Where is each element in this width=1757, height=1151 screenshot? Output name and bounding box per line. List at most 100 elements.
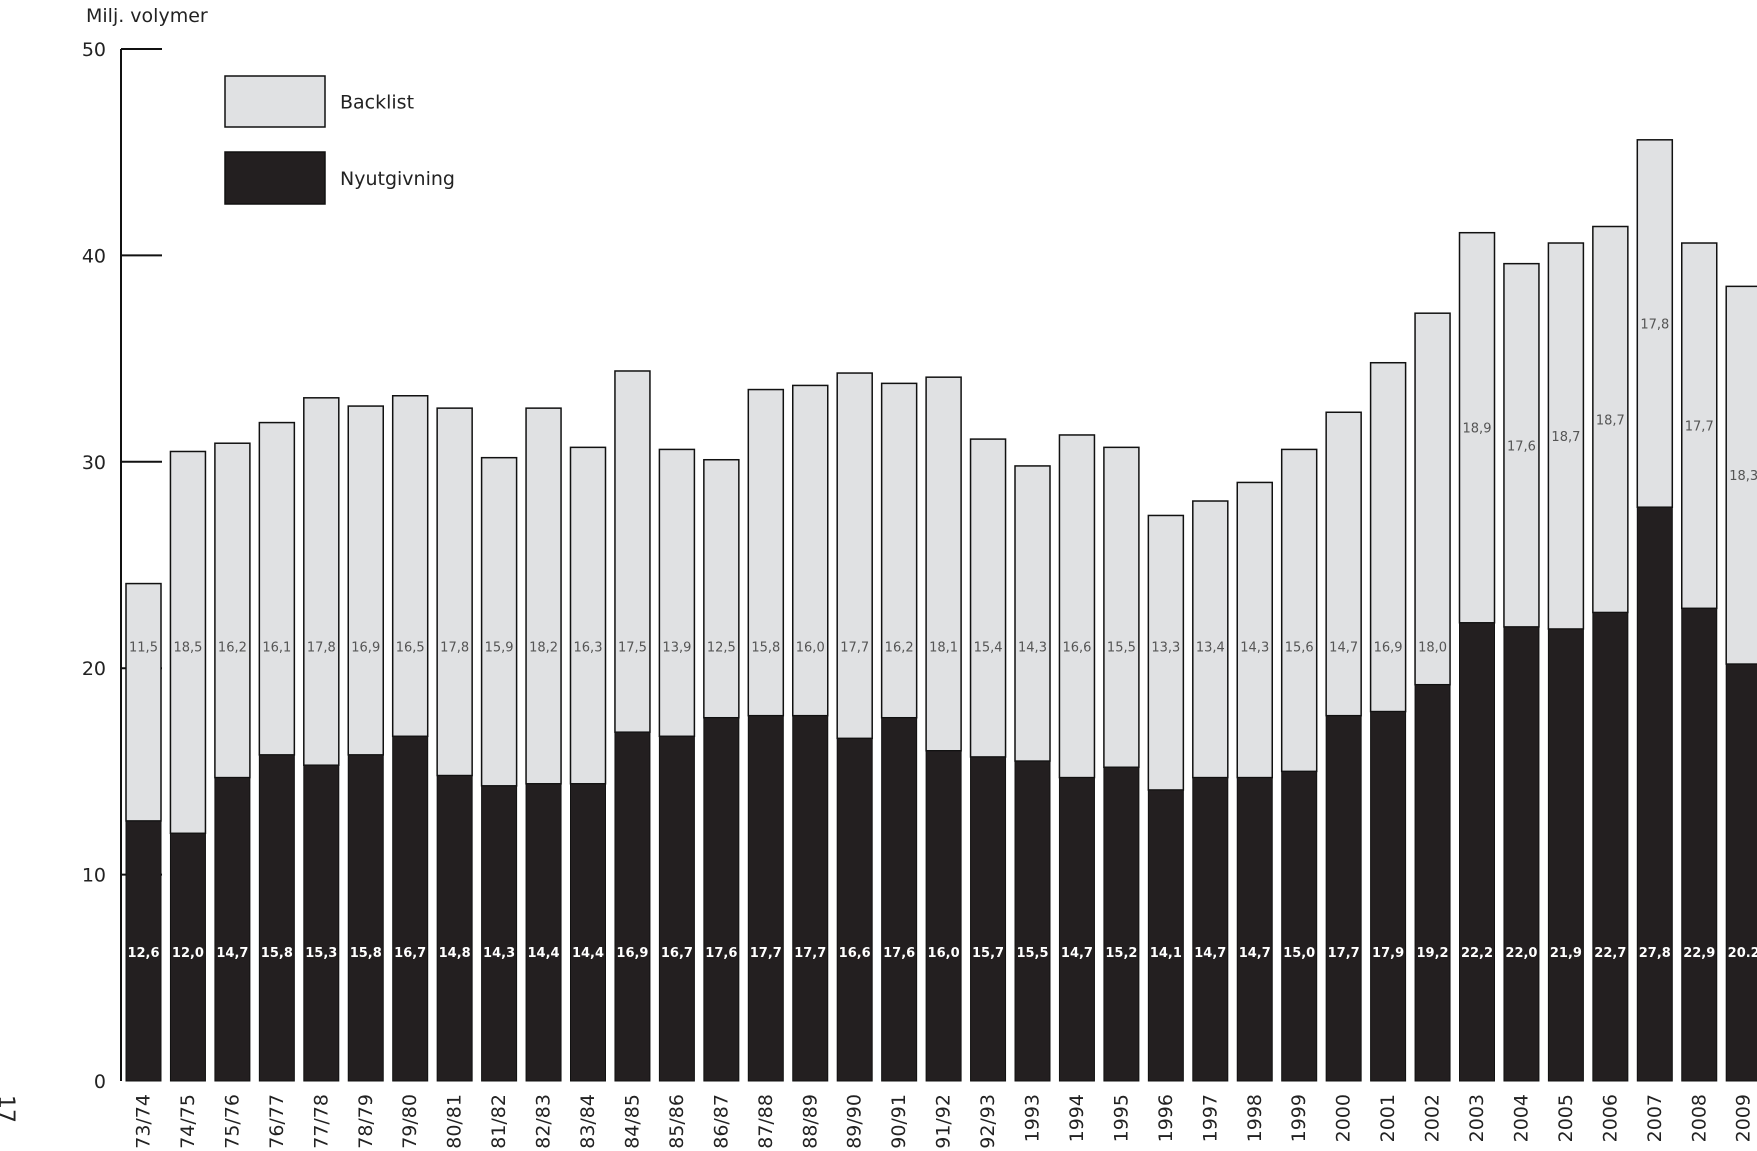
data-label-nyutgivning: 17,7 [794, 946, 826, 961]
data-label-backlist: 18,2 [529, 641, 558, 656]
legend-swatch-nyutgivning [224, 151, 326, 205]
bar-backlist [1725, 285, 1757, 665]
bar-backlist [480, 456, 518, 787]
data-label-nyutgivning: 17,9 [1372, 946, 1404, 961]
bar-backlist [1547, 242, 1585, 630]
data-label-backlist: 17,7 [1685, 420, 1714, 435]
data-label-backlist: 18,9 [1463, 422, 1492, 437]
bar-nyutgivning [347, 754, 384, 1082]
bar-nyutgivning [614, 731, 651, 1082]
bar-backlist [1236, 481, 1273, 779]
data-label-backlist: 13,9 [662, 641, 691, 656]
data-label-nyutgivning: 27,8 [1639, 946, 1671, 961]
data-label-nyutgivning: 19,2 [1417, 946, 1449, 961]
bar-nyutgivning [792, 715, 829, 1082]
bars [125, 139, 1757, 1082]
bar-backlist [880, 382, 918, 719]
data-label-backlist: 17,7 [840, 641, 869, 656]
x-tick-label: 2008 [1688, 1094, 1710, 1142]
data-label-backlist: 16,1 [262, 641, 291, 656]
data-label-backlist: 16,0 [796, 641, 825, 656]
data-label-backlist: 18,7 [1551, 430, 1580, 445]
bar-backlist [614, 370, 651, 733]
data-label-nyutgivning: 15,2 [1105, 946, 1137, 961]
data-label-nyutgivning: 16,9 [616, 946, 648, 961]
x-tick-label: 2000 [1333, 1094, 1355, 1142]
bar-nyutgivning [658, 735, 695, 1082]
data-label-nyutgivning: 15,8 [261, 946, 293, 961]
x-tick-label: 1998 [1244, 1094, 1266, 1142]
data-label-backlist: 13,4 [1196, 641, 1225, 656]
bar-nyutgivning [258, 754, 295, 1082]
bar-backlist [436, 407, 473, 777]
bar-nyutgivning [1725, 663, 1757, 1082]
bar-nyutgivning [1592, 611, 1629, 1082]
axes: 0 10 20 30 40 50 73/74 74/75 75/76 76/77 77/78 78/7… [82, 39, 1755, 1149]
x-tick-label: 73/74 [133, 1094, 155, 1149]
data-label-backlist: 15,9 [485, 641, 514, 656]
data-label-nyutgivning: 14,8 [439, 946, 471, 961]
bar-backlist [1681, 242, 1718, 610]
x-tick-label: 91/92 [933, 1094, 955, 1149]
x-tick-label: 2002 [1422, 1094, 1444, 1142]
bar-backlist [525, 407, 562, 785]
bar-nyutgivning [1192, 777, 1229, 1082]
data-label-nyutgivning: 17,6 [883, 946, 915, 961]
data-label-backlist: 16,5 [396, 641, 425, 656]
data-label-backlist: 18,7 [1596, 413, 1625, 428]
data-label-backlist: 17,5 [618, 641, 647, 656]
data-label-nyutgivning: 14,7 [1239, 946, 1271, 961]
data-label-backlist: 17,8 [307, 641, 336, 656]
x-tick-label: 92/93 [977, 1094, 999, 1149]
bar-nyutgivning [925, 750, 962, 1082]
data-label-nyutgivning: 15,3 [305, 946, 337, 961]
x-tick-label: 2007 [1644, 1094, 1666, 1142]
x-tick-label: 86/87 [710, 1094, 732, 1149]
data-label-nyutgivning: 14,4 [528, 946, 560, 961]
x-tick-label: 89/90 [844, 1094, 866, 1149]
bar-nyutgivning [481, 785, 518, 1082]
bar-nyutgivning [125, 820, 162, 1082]
data-label-nyutgivning: 22,7 [1594, 946, 1626, 961]
data-label-nyutgivning: 14,1 [1150, 946, 1182, 961]
bar-backlist [569, 446, 607, 785]
data-label-backlist: 14,3 [1240, 641, 1269, 656]
y-tick-label: 10 [82, 865, 106, 887]
bar-nyutgivning [747, 715, 784, 1082]
legend: Backlist Nyutgivning [224, 75, 455, 205]
bar-backlist [747, 388, 785, 717]
x-tick-label: 1999 [1288, 1094, 1310, 1142]
bar-nyutgivning [1058, 777, 1095, 1082]
bar-nyutgivning [1281, 770, 1318, 1082]
x-tick-label: 82/83 [533, 1094, 555, 1149]
data-label-backlist: 16,2 [218, 641, 247, 656]
legend-label-backlist: Backlist [340, 92, 414, 114]
bar-backlist [1458, 231, 1496, 624]
data-label-backlist: 15,6 [1285, 641, 1314, 656]
data-label-nyutgivning: 22,9 [1683, 946, 1715, 961]
data-label-backlist: 15,8 [751, 641, 780, 656]
bar-backlist [1503, 262, 1540, 628]
bar-backlist [969, 438, 1007, 758]
bar-backlist [214, 442, 251, 779]
data-label-nyutgivning: 17,7 [1328, 946, 1360, 961]
bar-backlist [258, 421, 296, 756]
data-label-nyutgivning: 15,5 [1016, 946, 1048, 961]
data-label-backlist: 16,6 [1062, 641, 1091, 656]
x-tick-label: 2006 [1599, 1094, 1621, 1142]
x-tick-label: 1997 [1199, 1094, 1221, 1142]
bar-nyutgivning [1325, 715, 1362, 1082]
data-label-nyutgivning: 14,7 [216, 946, 248, 961]
bar-nyutgivning [214, 777, 251, 1082]
x-tick-label: 2001 [1377, 1094, 1399, 1142]
x-tick-label: 83/84 [577, 1094, 599, 1149]
data-label-nyutgivning: 14,4 [572, 946, 604, 961]
data-label-backlist: 18,5 [173, 641, 202, 656]
x-tick-label: 90/91 [888, 1094, 910, 1149]
data-labels: 12,6 11,5 12,0 18,5 14,7 16,2 15,8 16,1 15,3 17,8… [127, 318, 1757, 962]
x-tick-label: 1994 [1066, 1094, 1088, 1142]
x-tick-label: 2009 [1733, 1094, 1755, 1142]
x-tick-label: 87/88 [755, 1094, 777, 1149]
x-tick-label: 1993 [1022, 1094, 1044, 1142]
